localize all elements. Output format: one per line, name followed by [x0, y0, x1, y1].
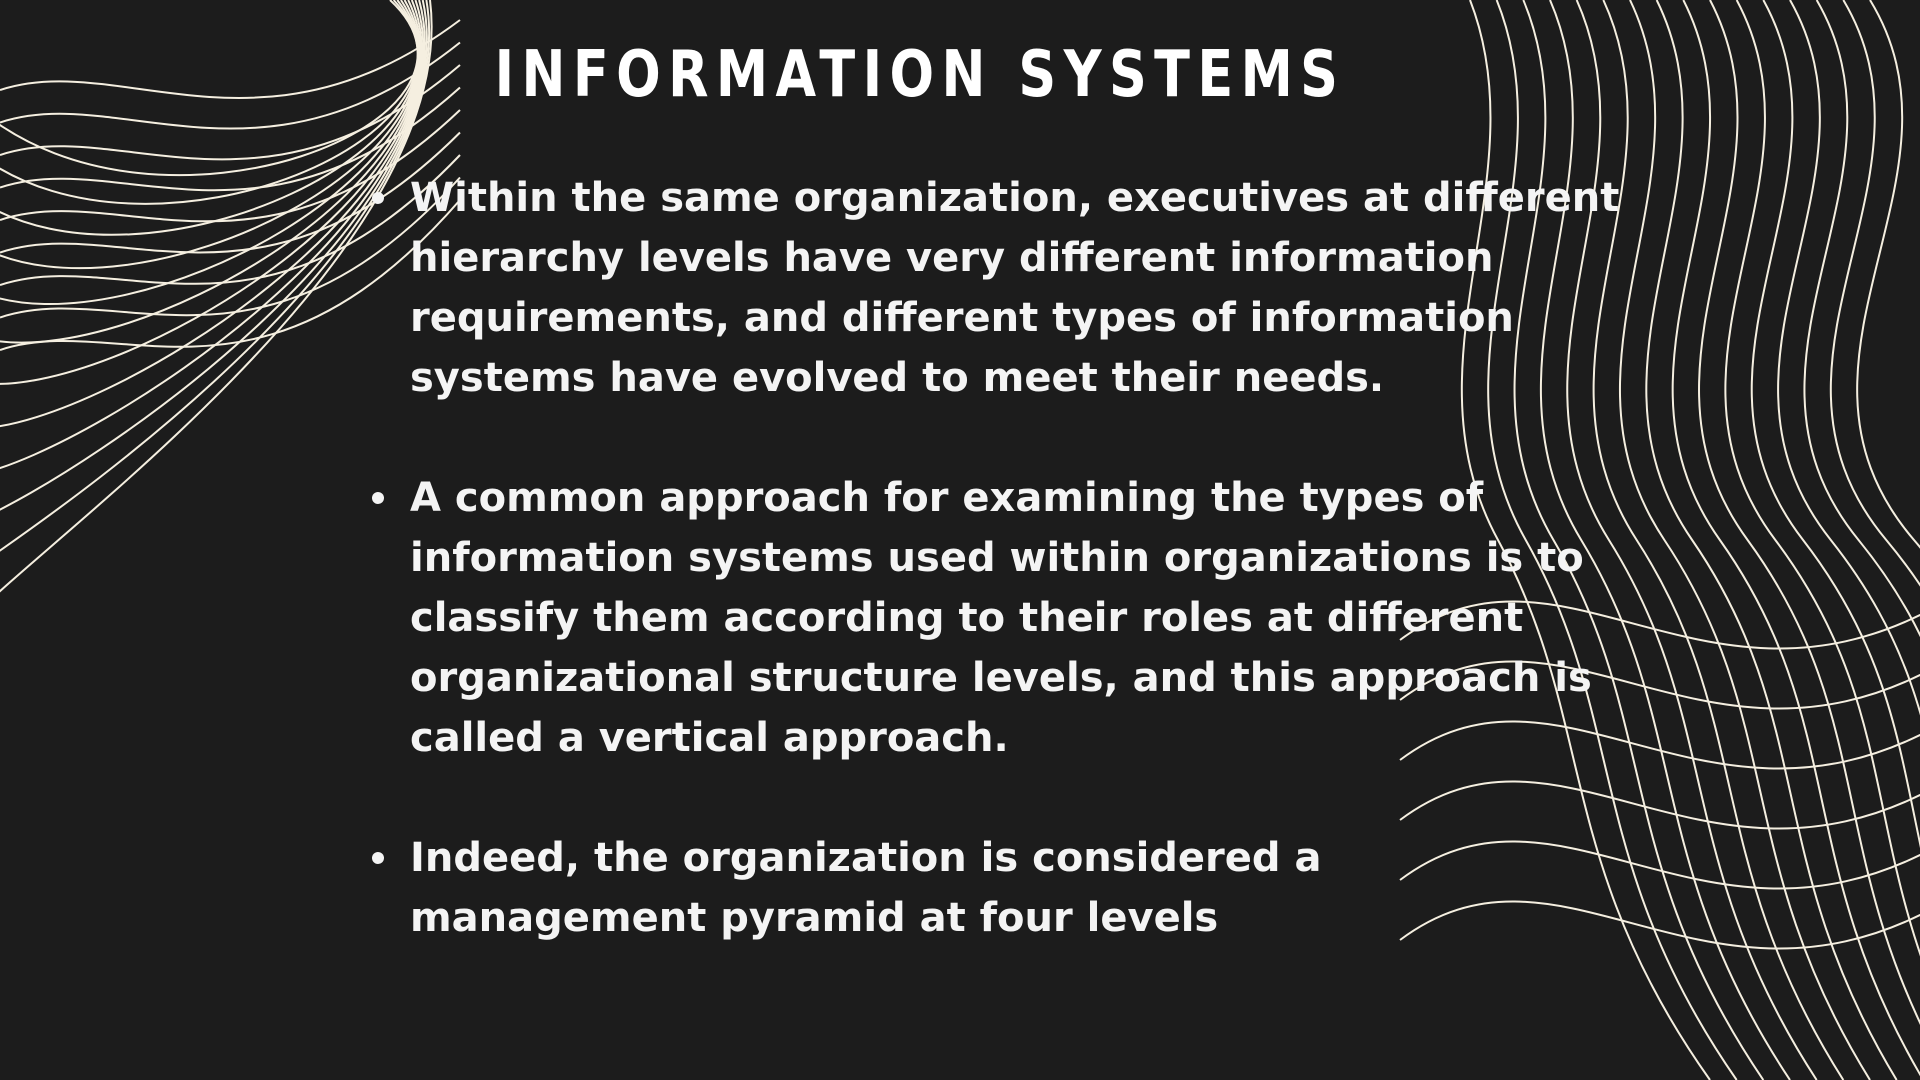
bullet-item-3: Indeed, the organization is considered a…: [366, 828, 1626, 948]
bullet-list: Within the same organization, executives…: [366, 168, 1626, 1008]
slide-title: INFORMATION SYSTEMS: [494, 38, 1346, 112]
bullet-item-1: Within the same organization, executives…: [366, 168, 1626, 408]
bullet-item-2: A common approach for examining the type…: [366, 468, 1626, 768]
